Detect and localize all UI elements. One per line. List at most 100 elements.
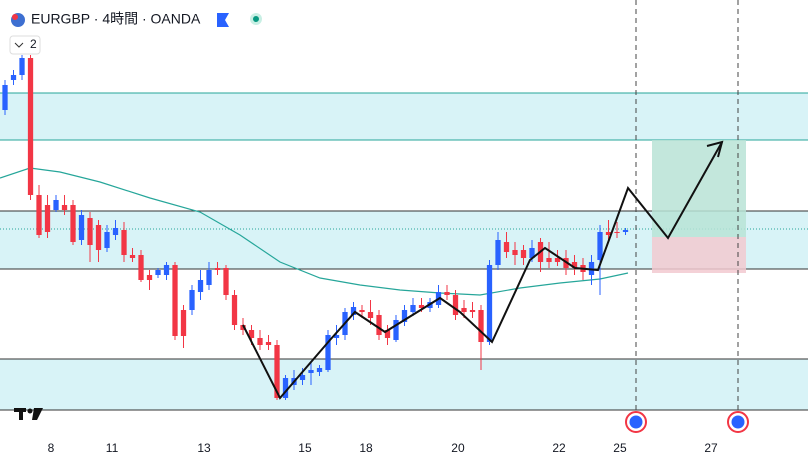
candle-body	[359, 310, 365, 312]
candle-body	[469, 310, 476, 312]
candle-body	[393, 320, 399, 340]
indicator-count: 2	[30, 37, 37, 51]
status-icon	[253, 16, 259, 22]
x-tick-label: 8	[48, 441, 55, 455]
candle-body	[418, 305, 425, 308]
candles	[2, 55, 629, 400]
zone	[0, 93, 808, 140]
logo-part	[27, 408, 33, 414]
candle-body	[163, 265, 170, 275]
arrow-head	[706, 140, 724, 158]
time-axis	[0, 430, 808, 460]
candle-body	[240, 325, 246, 330]
candle-body	[512, 250, 518, 255]
candle-body	[325, 335, 331, 370]
symbol-icon	[12, 14, 18, 20]
candle-body	[104, 232, 110, 248]
candle-body	[206, 270, 212, 285]
collapse-button[interactable]	[9, 35, 41, 55]
x-tick-label: 13	[197, 441, 211, 455]
header: EURGBP · 4時間 · OANDA 2	[9, 11, 262, 55]
candle-body	[223, 268, 229, 295]
candle-body	[146, 275, 153, 280]
candle-body	[367, 312, 374, 318]
candle-body	[61, 205, 68, 210]
candle-body	[444, 292, 450, 295]
candle-body	[614, 232, 620, 233]
candle-body	[121, 230, 127, 255]
candle-body	[605, 232, 612, 235]
candle-body	[27, 58, 34, 195]
candle-body	[384, 330, 391, 338]
candle-body	[333, 335, 340, 338]
candle-body	[138, 255, 144, 280]
candle-body	[70, 205, 76, 242]
candle-body	[308, 370, 314, 373]
candle-body	[452, 295, 459, 315]
x-tick-label: 20	[451, 441, 465, 455]
candle-body	[36, 195, 42, 235]
candle-body	[19, 58, 25, 75]
x-tick-label: 15	[298, 441, 312, 455]
projection-path	[242, 141, 723, 400]
candle-body	[2, 85, 8, 110]
candle-body	[87, 218, 93, 245]
x-tick-label: 25	[613, 441, 627, 455]
symbol-title: EURGBP · 4時間 · OANDA	[31, 11, 201, 27]
event-icon	[731, 415, 745, 429]
candle-body	[571, 262, 578, 268]
x-tick-label: 22	[552, 441, 566, 455]
moving-average	[0, 167, 629, 296]
candle-body	[554, 258, 561, 262]
candle-body	[597, 232, 603, 260]
chevron	[14, 42, 24, 48]
candle-body	[265, 342, 272, 345]
candle-body	[486, 265, 493, 342]
candle-body	[546, 258, 552, 262]
candle-body	[10, 75, 17, 80]
logo-part	[32, 408, 43, 420]
tv-logo	[14, 408, 43, 420]
candle-body	[282, 378, 289, 398]
x-tick-label: 27	[704, 441, 718, 455]
candle-body	[529, 248, 535, 258]
x-tick-label: 11	[106, 441, 119, 455]
candle-body	[316, 368, 323, 372]
candle-body	[257, 338, 263, 345]
stop-box	[652, 237, 746, 273]
candle-body	[197, 280, 204, 292]
candle-body	[503, 242, 510, 252]
candle-body	[248, 330, 255, 338]
candle-body	[231, 295, 238, 325]
event-icons	[625, 411, 749, 433]
candle-body	[180, 310, 187, 336]
candle-body	[299, 375, 306, 380]
candle-body	[461, 308, 467, 312]
event-icon	[629, 415, 643, 429]
candle-body	[495, 240, 501, 265]
candle-body	[214, 268, 221, 270]
candle-body	[78, 215, 85, 240]
x-tick-label: 18	[359, 441, 373, 455]
flag-icon	[217, 13, 229, 27]
logo-part	[19, 408, 23, 420]
candle-body	[112, 228, 119, 235]
candle-body	[189, 290, 195, 310]
candle-body	[410, 305, 416, 312]
candle-body	[622, 230, 629, 232]
zone	[0, 359, 808, 410]
candle-body	[172, 265, 178, 336]
candle-body	[53, 200, 59, 210]
candle-body	[401, 310, 408, 322]
candle-body	[44, 205, 51, 232]
candle-body	[274, 345, 280, 398]
candle-body	[478, 310, 484, 342]
candle-body	[350, 307, 357, 315]
candle-body	[520, 250, 527, 258]
candle-body	[95, 225, 102, 250]
candle-body	[129, 255, 136, 258]
target-box	[652, 140, 746, 237]
candle-body	[155, 270, 161, 275]
candle-body	[376, 315, 382, 335]
